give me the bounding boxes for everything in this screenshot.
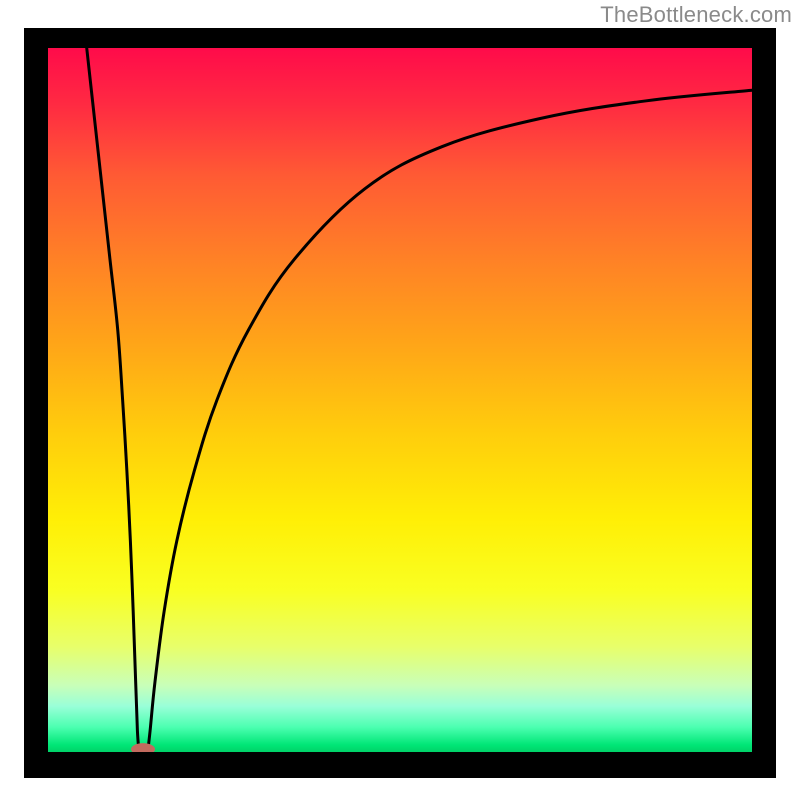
right-whitespace xyxy=(776,0,800,800)
frame-top-inner xyxy=(0,28,800,48)
bottleneck-chart: TheBottleneck.com xyxy=(0,0,800,800)
bottom-whitespace xyxy=(0,778,800,800)
watermark-text: TheBottleneck.com xyxy=(600,2,792,28)
plot-background xyxy=(48,48,752,752)
chart-svg xyxy=(0,0,800,800)
left-whitespace xyxy=(0,0,24,800)
